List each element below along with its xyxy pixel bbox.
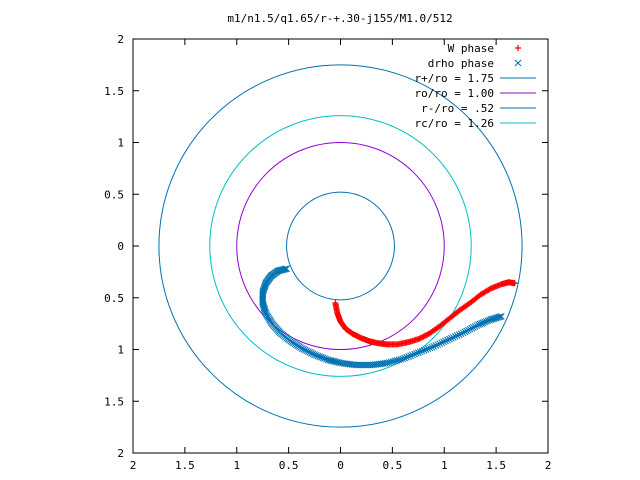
y-tick-label: 0 bbox=[117, 240, 124, 253]
chart-title: m1/n1.5/q1.65/r-+.30-j155/M1.0/512 bbox=[227, 12, 452, 25]
x-marker bbox=[397, 355, 405, 363]
x-marker bbox=[424, 345, 432, 353]
x-marker bbox=[418, 347, 426, 355]
x-marker bbox=[436, 340, 444, 348]
x-marker bbox=[401, 354, 409, 362]
x-marker bbox=[514, 59, 522, 67]
x-marker bbox=[414, 349, 422, 356]
y-tick-label: 2 bbox=[117, 447, 124, 460]
x-marker bbox=[453, 332, 461, 339]
x-marker bbox=[405, 353, 412, 360]
x-tick-label: 0 bbox=[337, 459, 344, 472]
y-tick-label: 0.5 bbox=[104, 292, 124, 305]
plus-marker bbox=[511, 280, 518, 287]
x-marker bbox=[471, 323, 479, 330]
x-marker bbox=[455, 331, 463, 338]
x-marker bbox=[457, 330, 465, 338]
x-tick-label: 2 bbox=[545, 459, 552, 472]
x-marker bbox=[466, 325, 474, 333]
x-marker bbox=[387, 358, 395, 366]
x-marker bbox=[434, 341, 442, 348]
x-marker bbox=[409, 351, 416, 359]
x-marker bbox=[461, 328, 469, 336]
x-marker bbox=[395, 356, 403, 364]
legend-label: drho phase bbox=[428, 57, 494, 70]
x-marker bbox=[448, 334, 455, 342]
x-marker bbox=[399, 355, 407, 363]
x-marker bbox=[470, 324, 477, 331]
legend-label: ro/ro = 1.00 bbox=[415, 87, 494, 100]
x-tick-label: 1.5 bbox=[175, 459, 195, 472]
circle-r-ro-52 bbox=[286, 191, 395, 301]
x-tick-label: 0.5 bbox=[279, 459, 299, 472]
x-marker bbox=[468, 324, 476, 332]
x-tick-label: 2 bbox=[130, 459, 137, 472]
x-marker bbox=[411, 350, 418, 358]
series-w-phase bbox=[332, 279, 518, 348]
x-marker bbox=[391, 357, 399, 365]
x-marker bbox=[422, 346, 430, 353]
x-marker bbox=[383, 359, 391, 367]
x-tick-label: 0.5 bbox=[382, 459, 402, 472]
x-marker bbox=[463, 327, 471, 335]
x-marker bbox=[442, 337, 449, 345]
x-marker bbox=[426, 344, 434, 352]
x-marker bbox=[449, 333, 457, 341]
x-marker bbox=[497, 313, 505, 320]
x-marker bbox=[440, 338, 447, 346]
y-tick-label: 1 bbox=[117, 344, 124, 357]
legend-label: rc/ro = 1.26 bbox=[415, 117, 494, 130]
y-tick-label: 0.5 bbox=[104, 188, 124, 201]
x-marker bbox=[432, 342, 440, 349]
circle-ro-ro-1-00 bbox=[236, 142, 445, 350]
x-marker bbox=[393, 357, 401, 364]
legend-label: r+/ro = 1.75 bbox=[415, 72, 494, 85]
circle-rc-ro-1-26 bbox=[209, 115, 472, 377]
x-marker bbox=[438, 339, 446, 347]
plus-marker bbox=[515, 45, 521, 51]
x-marker bbox=[407, 352, 414, 360]
circle-r-ro-1-75 bbox=[158, 64, 523, 428]
x-marker bbox=[459, 329, 467, 337]
x-marker bbox=[413, 350, 420, 357]
x-marker bbox=[403, 353, 410, 361]
x-marker bbox=[446, 335, 453, 343]
x-marker bbox=[444, 336, 451, 344]
y-tick-label: 1.5 bbox=[104, 395, 124, 408]
x-marker bbox=[496, 313, 504, 321]
y-tick-label: 1.5 bbox=[104, 85, 124, 98]
legend-label: W phase bbox=[448, 42, 494, 55]
x-marker bbox=[420, 346, 428, 354]
series-drho-phase bbox=[259, 265, 505, 369]
x-marker bbox=[428, 343, 436, 351]
y-tick-label: 1 bbox=[117, 137, 124, 150]
x-marker bbox=[430, 343, 438, 350]
x-marker bbox=[416, 348, 424, 356]
x-marker bbox=[389, 358, 397, 365]
x-tick-label: 1 bbox=[441, 459, 448, 472]
x-tick-label: 1 bbox=[233, 459, 240, 472]
legend-label: r-/ro = .52 bbox=[421, 102, 494, 115]
x-marker bbox=[385, 359, 393, 366]
x-marker bbox=[465, 326, 472, 334]
y-tick-label: 2 bbox=[117, 33, 124, 46]
x-tick-label: 1.5 bbox=[486, 459, 506, 472]
x-marker bbox=[473, 322, 481, 329]
x-marker bbox=[451, 333, 459, 340]
